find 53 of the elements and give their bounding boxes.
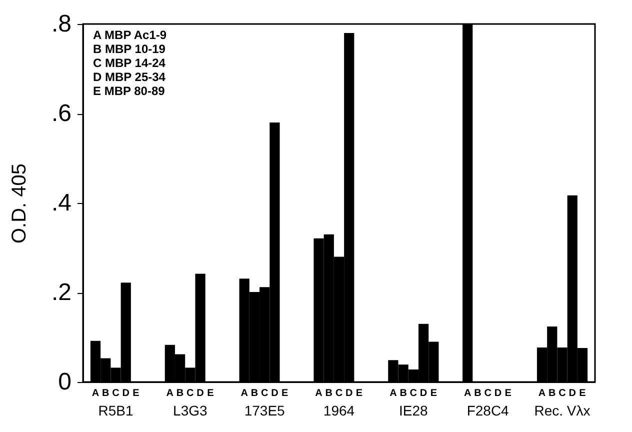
text: A	[315, 388, 322, 399]
x-tick-label: F28C4	[466, 402, 510, 418]
text: B	[325, 388, 332, 399]
text: B	[548, 388, 556, 399]
annotation: E MBP 80-89	[93, 84, 166, 98]
text: D	[196, 388, 204, 399]
text: A	[240, 388, 248, 399]
text: C	[410, 388, 418, 399]
text: A	[390, 388, 397, 399]
text: C	[335, 388, 343, 399]
y-tick-label: .4	[51, 190, 72, 216]
text: B	[400, 388, 407, 399]
text: A	[166, 388, 174, 399]
text: E	[504, 388, 512, 399]
y-tick-label: .2	[51, 279, 72, 306]
text: B	[474, 388, 482, 399]
text: A	[464, 388, 472, 399]
series-label: A	[92, 388, 100, 399]
y-tick-label: 0	[58, 368, 72, 396]
text: D	[271, 388, 278, 399]
y-axis-title: O.D. 405	[8, 163, 30, 244]
text: E	[281, 388, 288, 399]
x-tick-label: 1964	[323, 402, 355, 418]
x-tick-label: 173E5	[244, 402, 286, 418]
text: C	[558, 388, 566, 399]
text: D	[346, 388, 353, 399]
text: B	[176, 388, 184, 399]
series-label: B	[102, 388, 110, 399]
x-tick-label: R5B1	[98, 402, 134, 418]
annotation: D MBP 25-34	[93, 70, 166, 84]
text: B	[250, 388, 258, 399]
series-label: D	[122, 388, 130, 399]
text: E	[207, 388, 214, 399]
text: D	[568, 388, 576, 399]
series-label: C	[112, 388, 120, 399]
text: C	[186, 388, 194, 399]
y-tick-label: .8	[51, 10, 72, 38]
text: D	[494, 388, 502, 399]
x-tick-label: L3G3	[173, 402, 208, 418]
x-tick-label: Rec. Vλx	[534, 402, 590, 418]
text: D	[420, 388, 428, 399]
annotation: B MBP 10-19	[93, 42, 166, 56]
text: A	[538, 388, 546, 399]
y-tick-label: .6	[51, 100, 72, 127]
annotation: A MBP Ac1-9	[93, 28, 167, 42]
series-label: E	[430, 388, 438, 399]
text: E	[579, 388, 586, 399]
text: E	[356, 388, 363, 399]
text: C	[484, 388, 492, 399]
x-tick-label: IE28	[399, 402, 428, 418]
text: E	[132, 388, 140, 399]
annotation: C MBP 14-24	[93, 56, 166, 70]
text: C	[260, 388, 268, 399]
